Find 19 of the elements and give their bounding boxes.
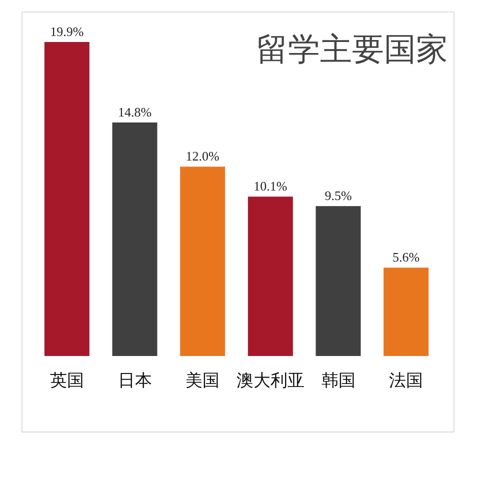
- x-tick-label: 韩国: [321, 371, 356, 391]
- bar: [384, 268, 429, 356]
- x-tick-label: 澳大利亚: [236, 371, 304, 391]
- x-tick-label: 英国: [50, 371, 84, 391]
- data-label: 5.6%: [392, 250, 420, 265]
- x-tick-label: 法国: [389, 371, 424, 391]
- chart-title: 留学主要国家: [256, 30, 448, 68]
- x-tick-label: 美国: [186, 371, 220, 391]
- bar: [248, 196, 293, 356]
- data-label: 9.5%: [324, 188, 352, 204]
- data-label: 10.1%: [254, 178, 288, 194]
- data-label: 12.0%: [186, 148, 220, 164]
- bar: [180, 166, 226, 356]
- bar: [112, 122, 158, 356]
- bar: [316, 206, 361, 356]
- data-label: 14.8%: [118, 104, 152, 120]
- data-label: 19.9%: [50, 24, 84, 39]
- x-tick-label: 日本: [118, 371, 152, 391]
- bar: [44, 42, 90, 356]
